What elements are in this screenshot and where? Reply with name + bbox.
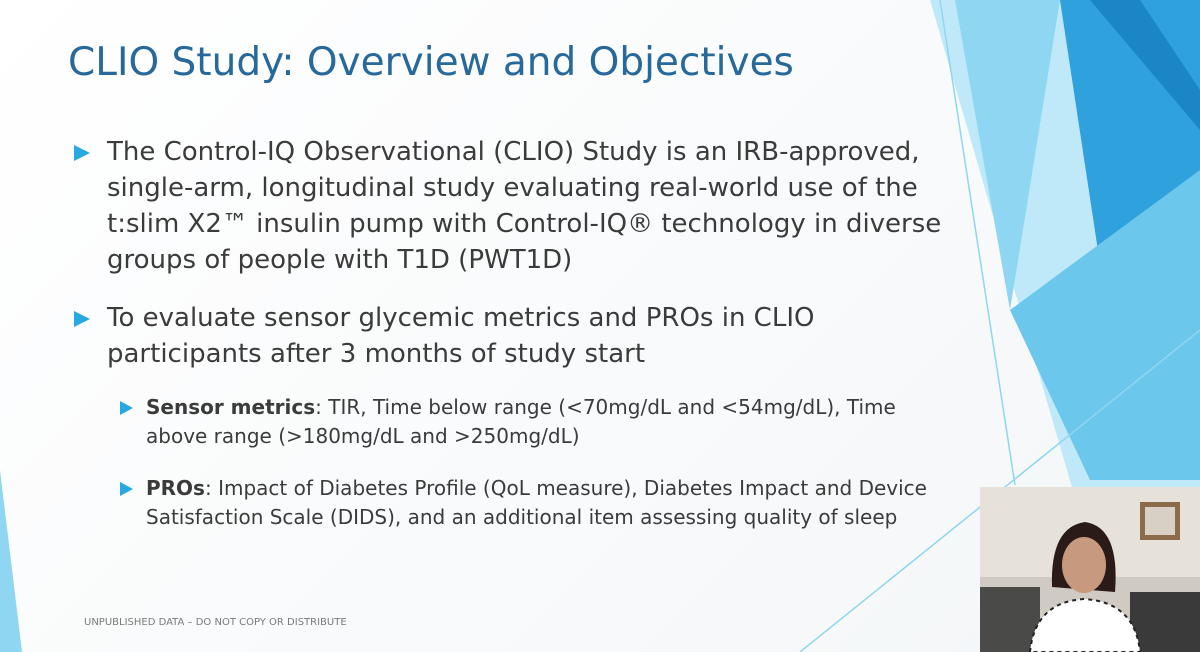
line [939,0,1016,486]
sub-bullet-text: : Impact of Diabetes Profile (QoL measur… [146,476,927,529]
shape [0,470,22,652]
sub-bullet-label: Sensor metrics [146,395,316,419]
shape [955,0,1060,310]
picture [1145,507,1175,535]
sub-bullet-text: : TIR, Time below range (<70mg/dL and <5… [146,395,896,448]
bullet: The Control-IQ Observational (CLIO) Stud… [74,134,967,278]
footer: UNPUBLISHED DATA – DO NOT COPY OR DISTRI… [84,617,347,628]
shirt-pattern [1028,597,1142,652]
sub-bullet-label: PROs [146,476,205,500]
shape [1090,0,1200,130]
webcam-video [980,487,1200,652]
shape [1010,170,1200,480]
shirt [1030,599,1140,652]
face [1062,537,1106,593]
slide-title: CLIO Study: Overview and Objectives [68,40,794,85]
sub-bullet: Sensor metrics: TIR, Time below range (<… [120,393,946,451]
sub-bullet: PROs: Impact of Diabetes Profile (QoL me… [120,474,946,532]
chair [1130,592,1200,652]
furniture [980,587,1040,652]
bullet: To evaluate sensor glycemic metrics and … [74,300,967,372]
